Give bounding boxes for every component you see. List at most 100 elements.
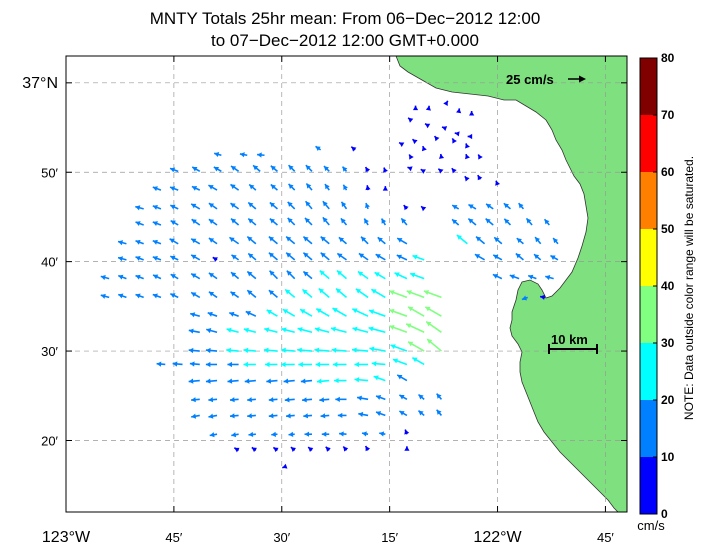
current-vector — [269, 201, 278, 210]
current-vector — [169, 167, 179, 173]
current-vector — [354, 377, 369, 383]
current-vector — [342, 184, 348, 191]
x-tick-label: 30′ — [273, 530, 290, 545]
plot-frame — [65, 55, 628, 513]
current-vector — [398, 141, 405, 148]
colorbar-tick-label: 40 — [661, 279, 675, 293]
current-vector — [405, 323, 425, 334]
current-vector — [208, 237, 218, 245]
colorbar-bin — [640, 286, 657, 343]
colorbar-tick-label: 0 — [661, 507, 668, 521]
current-vector — [190, 203, 201, 210]
current-vector — [454, 131, 460, 137]
current-vector — [205, 361, 218, 368]
current-vector — [283, 378, 295, 384]
current-vector — [188, 378, 200, 384]
current-vector — [534, 236, 542, 245]
colorbar-bin — [640, 115, 657, 172]
current-vector — [206, 328, 218, 334]
y-tick-label: 30′ — [41, 344, 58, 359]
current-vector — [426, 338, 442, 352]
current-vector — [213, 166, 222, 173]
current-vector — [316, 378, 330, 384]
current-vector — [230, 291, 240, 299]
current-vector — [408, 154, 414, 160]
current-vector — [271, 431, 278, 437]
current-vector — [135, 293, 144, 299]
colorbar-bin — [640, 58, 657, 115]
current-vector — [266, 309, 278, 317]
current-vector — [246, 270, 257, 280]
current-vector — [305, 164, 313, 172]
current-vector — [303, 413, 313, 419]
current-vector — [543, 218, 550, 226]
current-vector — [304, 431, 312, 437]
colorbar-tick-label: 20 — [661, 393, 675, 407]
current-vector — [302, 235, 313, 245]
current-vector — [356, 395, 369, 401]
current-vector — [456, 234, 468, 245]
current-vector — [230, 217, 240, 226]
current-vector — [243, 361, 256, 368]
current-vector — [191, 218, 201, 226]
current-vector — [205, 347, 218, 354]
current-vector — [285, 413, 295, 419]
current-vector — [284, 288, 296, 299]
current-vector — [396, 374, 408, 382]
y-tick-label: 37°N — [22, 75, 58, 92]
current-vector — [492, 254, 503, 261]
current-vector — [451, 167, 457, 174]
current-vector — [229, 413, 239, 419]
current-vector — [244, 378, 256, 384]
current-vector — [281, 327, 295, 334]
current-vector — [229, 397, 239, 403]
current-vector — [396, 254, 408, 261]
current-vector — [398, 394, 408, 401]
current-vector — [207, 311, 218, 317]
current-vector — [379, 431, 386, 437]
current-vector — [354, 361, 369, 368]
scale-vector-legend: 25 cm/s — [506, 72, 586, 87]
current-vector — [243, 347, 256, 353]
current-vector — [297, 327, 313, 334]
plot-area — [66, 56, 627, 512]
current-vector — [437, 168, 444, 174]
current-vector — [324, 183, 330, 191]
current-vector — [248, 183, 257, 191]
current-vector — [315, 308, 330, 317]
axis-ticks — [65, 56, 627, 512]
current-vector — [420, 168, 426, 174]
current-vector — [321, 431, 330, 437]
current-vector — [169, 293, 179, 299]
current-vector — [243, 327, 257, 334]
current-vector — [263, 347, 278, 353]
current-vector — [208, 218, 218, 226]
current-vector — [191, 185, 201, 191]
current-vector — [369, 346, 386, 352]
current-vector — [248, 431, 256, 438]
current-vector — [451, 218, 460, 226]
current-vector — [188, 328, 200, 334]
current-vector — [464, 175, 470, 182]
current-vector — [156, 361, 166, 367]
current-vector — [474, 253, 485, 261]
current-vector — [208, 272, 218, 280]
current-vector — [335, 288, 348, 299]
current-vector — [270, 183, 278, 191]
current-vector — [485, 217, 494, 226]
current-vector — [188, 347, 200, 354]
current-vector — [390, 344, 408, 352]
current-vector — [205, 378, 218, 384]
current-vector — [246, 235, 257, 245]
x-tick-label: 15′ — [381, 530, 398, 545]
scale-bar-label: 10 km — [551, 332, 588, 347]
current-vector — [352, 326, 369, 334]
current-vector — [421, 145, 427, 152]
current-vector — [282, 308, 296, 317]
current-vector — [377, 236, 386, 245]
current-vector — [286, 270, 296, 280]
current-vector — [152, 221, 162, 227]
current-vector — [411, 356, 425, 366]
current-vector — [456, 108, 462, 114]
